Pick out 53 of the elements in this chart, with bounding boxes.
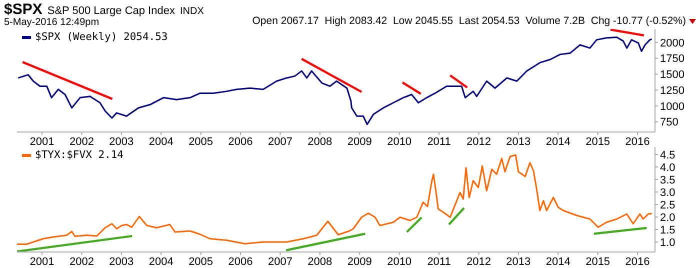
text: Open 2067.17 High 2083.42 Low 2045.55 Last 2054.53 Volume 7.2B Chg -10.77 (-0.52%) (252, 15, 686, 27)
x-tick-label: 2008 (308, 256, 332, 268)
x-tick-label: 2013 (506, 256, 531, 268)
x-tick-label: 2008 (308, 136, 332, 148)
x-tick-label: 2007 (268, 136, 292, 148)
x-tick-label: 2011 (427, 136, 451, 148)
chart-subtitle: S&P 500 Large Cap Index (47, 5, 175, 17)
y-tick-label: 750 (660, 116, 678, 129)
y-tick-label: 2.0 (660, 212, 676, 224)
text: 5-May-2016 12:49pm (4, 17, 100, 28)
x-tick-label: 2009 (347, 256, 372, 268)
legend-label: $SPX (Weekly) 2054.53 (35, 31, 168, 43)
y-tick-label: 3.5 (660, 174, 676, 186)
x-tick-label: 2006 (228, 136, 253, 148)
x-tick-label: 2009 (347, 136, 372, 148)
text: INDX (180, 6, 204, 17)
y-tick-label: 4.5 (660, 149, 676, 162)
chart-title: $SPX (4, 1, 42, 18)
x-tick-label: 2016 (625, 136, 650, 148)
x-tick-label: 2007 (268, 256, 292, 268)
x-tick-label: 2001 (30, 256, 54, 268)
x-tick-label: 2014 (546, 136, 570, 148)
x-tick-label: 2014 (546, 256, 570, 268)
x-tick-label: 2001 (30, 136, 54, 148)
x-tick-label: 2004 (148, 256, 174, 268)
x-tick-label: 2005 (188, 136, 214, 148)
x-tick-label: 2013 (506, 136, 531, 148)
y-tick-label: 1500 (660, 69, 684, 82)
x-tick-label: 2005 (188, 256, 214, 268)
x-tick-label: 2015 (586, 136, 610, 148)
y-tick-label: 1.0 (660, 236, 676, 249)
y-tick-label: 1750 (660, 53, 684, 66)
y-tick-label: 1000 (660, 100, 684, 113)
x-tick-label: 2003 (109, 256, 134, 268)
y-tick-label: 1250 (660, 84, 684, 97)
x-tick-label: 2002 (69, 136, 94, 148)
y-tick-label: 2000 (660, 37, 684, 50)
x-tick-label: 2012 (466, 136, 491, 148)
x-tick-label: 2015 (586, 256, 610, 268)
x-tick-label: 2006 (228, 256, 253, 268)
x-tick-label: 2011 (427, 256, 451, 268)
x-tick-label: 2002 (69, 256, 94, 268)
y-tick-label: 4.0 (660, 162, 676, 174)
y-tick-label: 2.5 (660, 199, 676, 212)
x-tick-label: 2010 (387, 136, 412, 148)
x-tick-label: 2010 (387, 256, 412, 268)
y-tick-label: 1.5 (660, 224, 676, 236)
y-tick-label: 3.0 (660, 186, 676, 199)
x-tick-label: 2003 (109, 136, 134, 148)
x-tick-label: 2016 (625, 256, 650, 268)
x-tick-label: 2012 (466, 256, 491, 268)
x-tick-label: 2004 (148, 136, 174, 148)
legend-label: $TYX:$FVX 2.14 (35, 149, 124, 161)
